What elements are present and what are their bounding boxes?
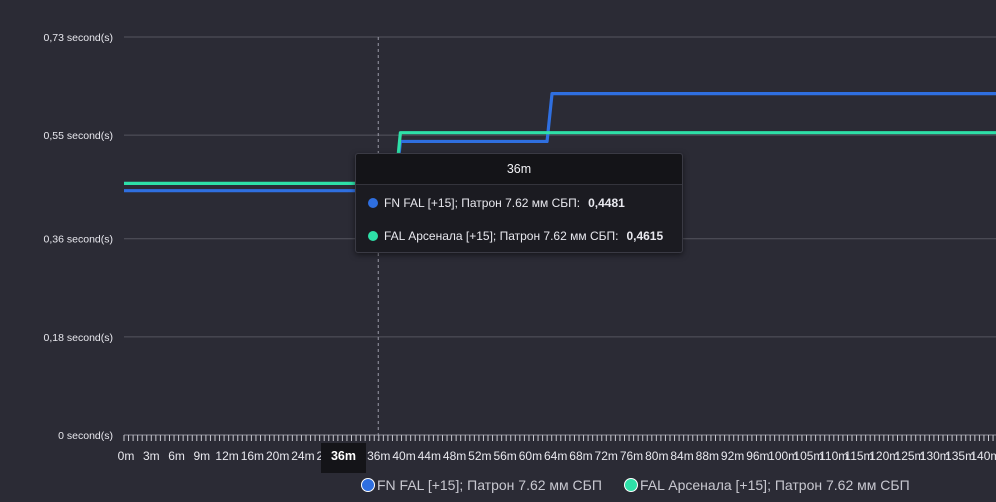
x-tick-label: 56m: [493, 449, 516, 463]
x-tick-label: 88m: [696, 449, 719, 463]
x-tick-label: 96m: [746, 449, 769, 463]
x-tick-label: 6m: [168, 449, 185, 463]
legend-item-fal-arsenal[interactable]: FAL Арсенала [+15]; Патрон 7.62 мм СБП: [624, 474, 910, 496]
x-tick-label: 48m: [443, 449, 466, 463]
cursor-x-label: 36m: [321, 443, 366, 473]
x-tick-label: 0m: [118, 449, 135, 463]
series-line: [124, 131, 996, 185]
x-tick-label: 36m: [367, 449, 390, 463]
x-tick-label: 12m: [215, 449, 238, 463]
tooltip-row-fn-fal: FN FAL [+15]; Патрон 7.62 мм СБП: 0,4481: [368, 194, 625, 212]
y-tick-label: 0,18 second(s): [44, 332, 113, 344]
legend-label: FN FAL [+15]; Патрон 7.62 мм СБП: [377, 477, 602, 493]
x-tick-label: 72m: [595, 449, 618, 463]
legend-label: FAL Арсенала [+15]; Патрон 7.62 мм СБП: [640, 477, 910, 493]
series-lines: [124, 91, 996, 193]
x-tick-label: 120m: [869, 449, 899, 463]
x-tick-label: 135m: [945, 449, 975, 463]
x-tick-label: 40m: [392, 449, 415, 463]
x-tick-label: 16m: [241, 449, 264, 463]
x-tick-label: 64m: [544, 449, 567, 463]
x-tick-label: 80m: [645, 449, 668, 463]
x-tick-label: 110m: [819, 449, 848, 463]
tooltip-series-name: FN FAL [+15]; Патрон 7.62 мм СБП:: [384, 196, 581, 210]
x-tick-label: 115m: [844, 449, 873, 463]
tooltip-row-fal-arsenal: FAL Арсенала [+15]; Патрон 7.62 мм СБП: 0…: [368, 227, 663, 245]
tooltip-title: 36m: [356, 154, 682, 185]
tooltip-series-value: 0,4481: [588, 196, 625, 210]
legend-dot-icon: [361, 478, 375, 492]
x-tick-label: 92m: [721, 449, 744, 463]
legend: FN FAL [+15]; Патрон 7.62 мм СБП FAL Арс…: [0, 474, 996, 496]
x-tick-label: 105m: [793, 449, 823, 463]
x-tick-label: 9m: [193, 449, 210, 463]
x-tick-label: 20m: [266, 449, 289, 463]
x-tick-label: 24m: [291, 449, 314, 463]
y-tick-label: 0,36 second(s): [44, 234, 113, 246]
series-dot-icon: [368, 198, 378, 208]
y-axis: 0 second(s) 0,18 second(s) 0,36 second(s) 0…: [44, 32, 113, 442]
series-line: [124, 91, 996, 193]
x-tick-label: 76m: [620, 449, 643, 463]
x-tick-label: 140m: [970, 449, 996, 463]
x-tick-label: 60m: [519, 449, 542, 463]
y-tick-label: 0 second(s): [58, 430, 113, 442]
legend-item-fn-fal[interactable]: FN FAL [+15]; Патрон 7.62 мм СБП: [361, 474, 602, 496]
x-tick-label: 3m: [143, 449, 160, 463]
x-tick-label: 125m: [895, 449, 925, 463]
x-tick-label: 68m: [569, 449, 592, 463]
x-axis: 0m3m6m9m12m16m20m24m28m32m36m40m44m48m52…: [118, 435, 996, 463]
tooltip-series-value: 0,4615: [626, 229, 664, 243]
x-tick-label: 84m: [670, 449, 693, 463]
legend-dot-icon: [624, 478, 638, 492]
tooltip-series-name: FAL Арсенала [+15]; Патрон 7.62 мм СБП:: [384, 229, 619, 243]
x-tick-label: 130m: [920, 449, 950, 463]
x-tick-label: 52m: [468, 449, 491, 463]
tooltip: 36m FN FAL [+15]; Патрон 7.62 мм СБП: 0,4…: [355, 153, 683, 253]
x-tick-label: 44m: [418, 449, 441, 463]
series-dot-icon: [368, 231, 378, 241]
x-tick-label: 100m: [768, 449, 798, 463]
y-tick-label: 0,73 second(s): [44, 32, 113, 44]
y-tick-label: 0,55 second(s): [44, 130, 113, 142]
